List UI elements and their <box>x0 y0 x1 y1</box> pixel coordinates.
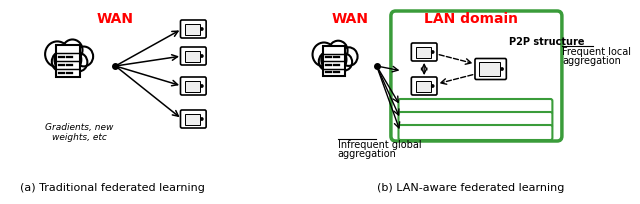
Circle shape <box>319 53 337 71</box>
Circle shape <box>201 85 203 88</box>
Text: Infrequent global: Infrequent global <box>338 139 421 149</box>
Circle shape <box>74 47 93 67</box>
Text: P2P structure: P2P structure <box>509 37 584 47</box>
Circle shape <box>54 46 81 74</box>
FancyBboxPatch shape <box>415 81 431 92</box>
Circle shape <box>63 40 83 61</box>
Circle shape <box>201 29 203 31</box>
Text: Frequent local: Frequent local <box>562 47 631 57</box>
FancyBboxPatch shape <box>412 78 437 95</box>
Text: aggregation: aggregation <box>562 56 621 66</box>
Circle shape <box>201 118 203 121</box>
FancyBboxPatch shape <box>391 12 562 141</box>
Circle shape <box>201 55 203 58</box>
Text: Gradients, new
weights, etc: Gradients, new weights, etc <box>45 122 113 142</box>
FancyBboxPatch shape <box>185 81 200 92</box>
FancyBboxPatch shape <box>185 24 200 35</box>
FancyBboxPatch shape <box>399 112 552 127</box>
FancyBboxPatch shape <box>180 110 206 128</box>
FancyBboxPatch shape <box>475 59 506 80</box>
Circle shape <box>431 52 434 54</box>
Circle shape <box>335 54 352 71</box>
FancyBboxPatch shape <box>412 44 437 62</box>
FancyBboxPatch shape <box>180 48 206 66</box>
FancyBboxPatch shape <box>479 63 500 77</box>
FancyBboxPatch shape <box>180 21 206 39</box>
Circle shape <box>321 47 346 73</box>
Text: (b) LAN-aware federated learning: (b) LAN-aware federated learning <box>377 182 564 192</box>
Circle shape <box>45 42 69 68</box>
Circle shape <box>501 69 503 71</box>
Text: WAN: WAN <box>97 12 134 26</box>
Circle shape <box>431 85 434 88</box>
FancyBboxPatch shape <box>399 100 552 114</box>
Circle shape <box>312 43 335 67</box>
FancyBboxPatch shape <box>56 46 80 78</box>
Text: WAN: WAN <box>332 12 369 26</box>
FancyBboxPatch shape <box>185 51 200 62</box>
Text: (a) Traditional federated learning: (a) Traditional federated learning <box>20 182 205 192</box>
Circle shape <box>329 41 348 61</box>
Circle shape <box>340 48 358 67</box>
Text: LAN domain: LAN domain <box>424 12 518 26</box>
FancyBboxPatch shape <box>399 125 552 140</box>
Circle shape <box>70 54 88 72</box>
FancyBboxPatch shape <box>415 47 431 58</box>
FancyBboxPatch shape <box>185 114 200 125</box>
Circle shape <box>52 52 70 72</box>
FancyBboxPatch shape <box>180 78 206 95</box>
Text: aggregation: aggregation <box>338 148 397 158</box>
FancyBboxPatch shape <box>323 47 346 77</box>
